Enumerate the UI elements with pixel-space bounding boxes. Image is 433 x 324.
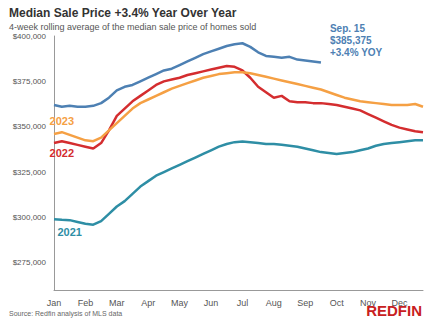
svg-text:+3.4% YOY: +3.4% YOY — [330, 47, 383, 58]
svg-text:4-week rolling average of the: 4-week rolling average of the median sal… — [9, 22, 256, 32]
svg-text:Sep: Sep — [297, 298, 313, 308]
svg-text:$385,375: $385,375 — [330, 35, 372, 46]
svg-text:$400,000: $400,000 — [13, 32, 47, 41]
svg-text:$375,000: $375,000 — [13, 77, 47, 86]
svg-text:2021: 2021 — [57, 226, 81, 238]
svg-text:Jun: Jun — [204, 298, 219, 308]
svg-text:Source: Redfin analysis of MLS: Source: Redfin analysis of MLS data — [9, 310, 122, 318]
svg-text:Apr: Apr — [141, 298, 155, 308]
svg-text:Jul: Jul — [237, 298, 249, 308]
svg-text:$350,000: $350,000 — [13, 122, 47, 131]
svg-text:Aug: Aug — [266, 298, 282, 308]
svg-text:Feb: Feb — [78, 298, 94, 308]
svg-text:$325,000: $325,000 — [13, 168, 47, 177]
svg-text:$275,000: $275,000 — [13, 258, 47, 267]
svg-text:Mar: Mar — [109, 298, 125, 308]
svg-text:2023: 2023 — [50, 115, 74, 127]
svg-text:$300,000: $300,000 — [13, 213, 47, 222]
svg-text:2022: 2022 — [50, 147, 74, 159]
svg-text:REDFIN: REDFIN — [366, 302, 422, 319]
svg-text:Sep. 15: Sep. 15 — [330, 23, 365, 34]
svg-text:May: May — [171, 298, 189, 308]
svg-text:Median Sale Price +3.4% Year O: Median Sale Price +3.4% Year Over Year — [9, 6, 237, 20]
svg-text:Oct: Oct — [330, 298, 345, 308]
svg-text:Jan: Jan — [47, 298, 62, 308]
